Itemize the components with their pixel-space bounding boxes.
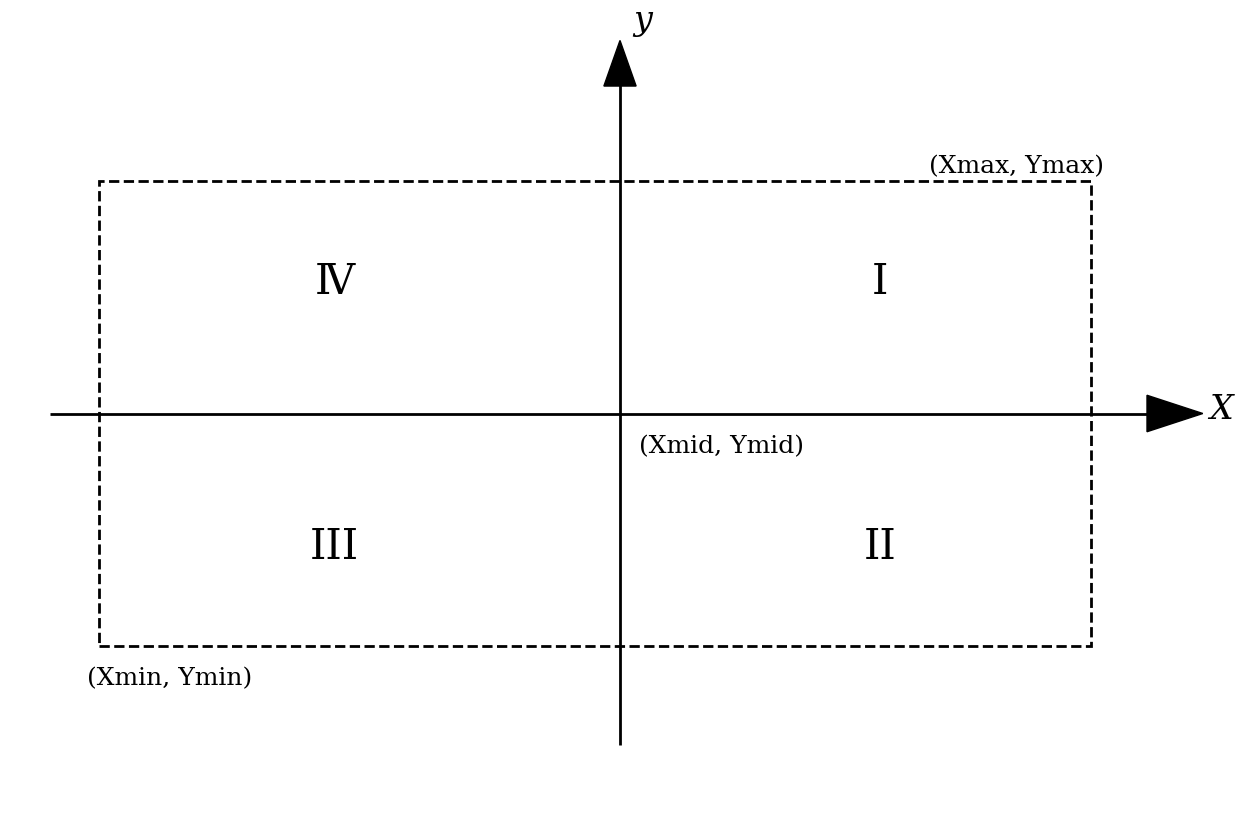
Polygon shape: [1147, 396, 1203, 432]
Text: y: y: [632, 5, 652, 37]
Text: (Xmax, Ymax): (Xmax, Ymax): [929, 155, 1104, 178]
Text: Ⅳ: Ⅳ: [315, 261, 355, 302]
Text: I: I: [872, 261, 889, 302]
Text: (Xmin, Ymin): (Xmin, Ymin): [87, 667, 252, 690]
Polygon shape: [604, 41, 636, 87]
Bar: [99, 182, 1091, 646]
Text: II: II: [864, 526, 897, 567]
Text: III: III: [310, 526, 360, 567]
Text: X: X: [1209, 394, 1233, 426]
Text: (Xmid, Ymid): (Xmid, Ymid): [639, 435, 804, 458]
